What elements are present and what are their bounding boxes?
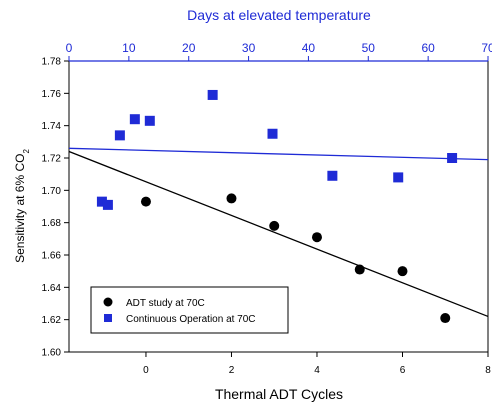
point-continuous [267,128,278,139]
point-continuous [102,199,113,210]
legend-box [90,286,289,334]
x2-tick-label: 20 [182,41,196,55]
legend-marker-continuous [104,314,112,322]
x2-tick-label: 60 [421,41,435,55]
point-adt [226,193,237,204]
y-axis-title-main: Sensitivity at 6% CO [13,154,27,263]
x2-tick-label: 40 [302,41,316,55]
y-tick-label: 1.72 [42,154,62,165]
point-continuous [114,130,125,141]
x-tick-label: 2 [229,365,235,376]
x-tick-label: 4 [314,365,320,376]
point-adt [269,220,280,231]
point-continuous [96,196,107,207]
x-tick-label: 6 [400,365,406,376]
x2-tick-label: 0 [66,41,73,55]
y-tick-label: 1.68 [42,218,62,229]
point-adt [311,232,322,243]
point-adt [440,313,451,324]
y-axis: 1.60 1.62 1.64 1.66 1.68 1.70 1.72 1.74 1.76 1.78 [42,57,69,359]
x2-tick-label: 70 [481,41,492,55]
x2-tick-label: 10 [122,41,136,55]
x-tick-label: 8 [485,365,491,376]
y-tick-label: 1.64 [42,283,62,294]
point-continuous [447,153,458,163]
y-tick-label: 1.62 [42,315,62,326]
y-tick-label: 1.70 [42,186,62,197]
point-continuous [207,89,218,100]
legend-label-continuous: Continuous Operation at 70C [126,314,256,325]
y-tick-label: 1.78 [42,57,62,68]
point-adt [397,266,408,277]
point-continuous [129,114,140,125]
point-adt [140,196,151,207]
trendline-adt [68,150,489,318]
point-continuous [393,172,404,183]
legend-label-adt: ADT study at 70C [126,298,205,309]
x2-axis: 0 10 20 30 40 50 60 70 [66,41,492,62]
y-tick-label: 1.60 [42,348,62,359]
point-adt [354,264,365,275]
y-tick-label: 1.76 [42,89,62,100]
trendlines [68,147,489,318]
data-markers [96,89,458,324]
point-continuous [144,115,155,126]
y-tick-label: 1.66 [42,251,62,262]
x2-tick-label: 50 [362,41,376,55]
y-tick-label: 1.74 [42,121,62,132]
legend-marker-adt [103,297,113,307]
y-axis-title-subscript: 2 [22,149,31,154]
y-axis-title: Sensitivity at 6% CO2 [13,149,31,263]
trendline-continuous [68,147,489,161]
x2-tick-label: 30 [242,41,256,55]
point-continuous [327,170,338,181]
x-axis: 0 2 4 6 8 [143,352,491,376]
x-axis-title: Thermal ADT Cycles [215,386,343,402]
x-tick-label: 0 [143,365,149,376]
x2-axis-title: Days at elevated temperature [187,7,371,23]
legend: ADT study at 70C Continuous Operation at… [90,286,289,334]
